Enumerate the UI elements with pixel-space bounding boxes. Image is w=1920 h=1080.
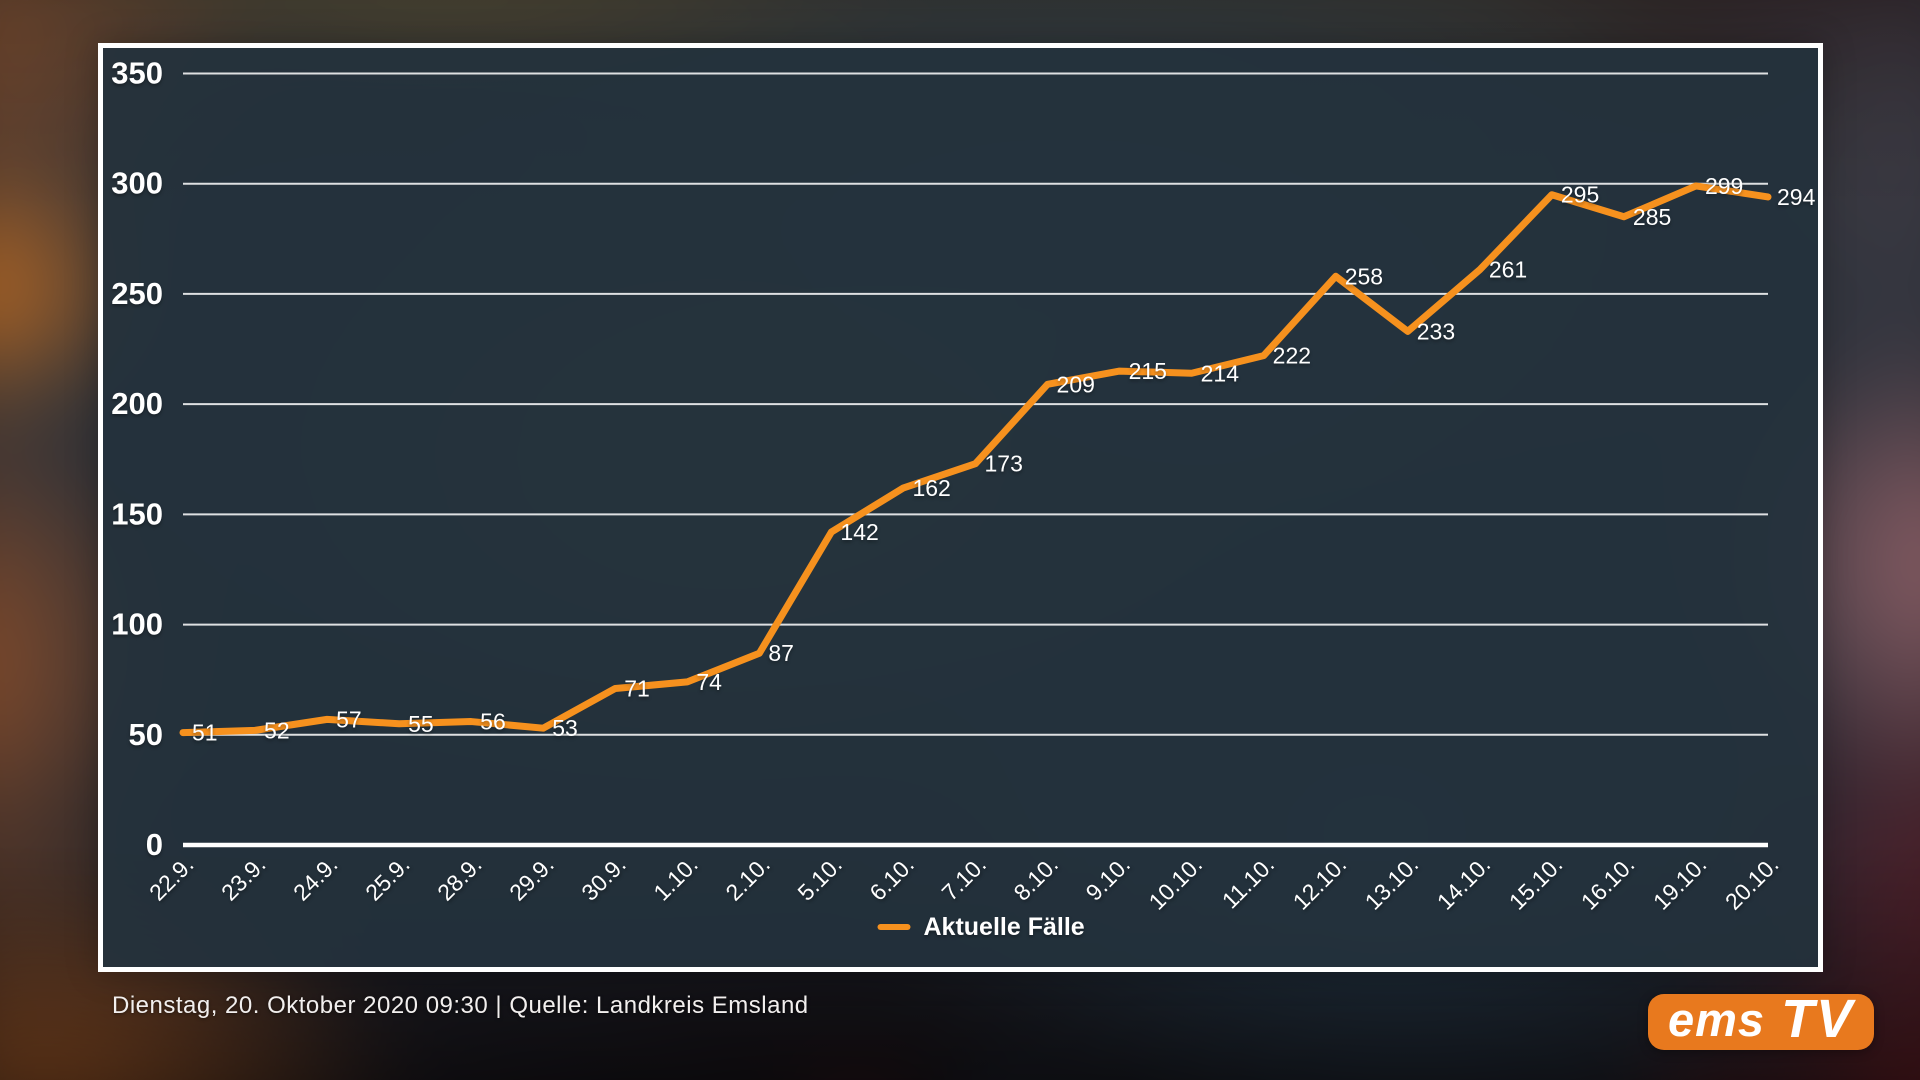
x-tick-label: 29.9. xyxy=(504,851,559,906)
x-tick-label: 13.10. xyxy=(1360,851,1424,915)
data-label: 173 xyxy=(985,451,1023,477)
x-tick-label: 2.10. xyxy=(720,851,775,906)
x-tick-label: 23.9. xyxy=(216,851,271,906)
y-tick-label: 300 xyxy=(111,166,163,201)
data-label: 215 xyxy=(1129,358,1167,384)
x-tick-label: 24.9. xyxy=(288,851,343,906)
x-tick-label: 14.10. xyxy=(1432,851,1496,915)
data-label: 71 xyxy=(624,675,650,701)
x-tick-label: 6.10. xyxy=(864,851,919,906)
data-label: 233 xyxy=(1417,318,1455,344)
data-label: 142 xyxy=(840,519,878,545)
data-label: 222 xyxy=(1273,343,1311,369)
x-tick-label: 8.10. xyxy=(1009,851,1064,906)
x-tick-label: 12.10. xyxy=(1288,851,1352,915)
y-tick-label: 100 xyxy=(111,607,163,642)
x-tick-label: 30.9. xyxy=(576,851,631,906)
x-tick-label: 9.10. xyxy=(1081,851,1136,906)
y-tick-label: 250 xyxy=(111,276,163,311)
data-label: 74 xyxy=(696,669,722,695)
logo-text-ems: ems xyxy=(1668,993,1766,1046)
data-label: 214 xyxy=(1201,360,1240,386)
ems-tv-logo: ems TV xyxy=(1648,989,1875,1050)
x-tick-label: 19.10. xyxy=(1648,851,1712,915)
data-label: 294 xyxy=(1777,184,1816,210)
x-tick-label: 16.10. xyxy=(1576,851,1640,915)
x-tick-label: 10.10. xyxy=(1144,851,1208,915)
data-label: 52 xyxy=(264,717,290,743)
data-label: 162 xyxy=(912,475,950,501)
x-tick-label: 20.10. xyxy=(1720,851,1784,915)
data-label: 51 xyxy=(192,720,218,746)
data-label: 55 xyxy=(408,711,434,737)
x-tick-label: 11.10. xyxy=(1217,851,1279,913)
data-label: 261 xyxy=(1489,257,1527,283)
data-label: 87 xyxy=(768,640,794,666)
data-label: 299 xyxy=(1705,173,1743,199)
data-line xyxy=(179,182,1772,737)
x-tick-label: 1.10. xyxy=(648,851,703,906)
chart-frame: 0 50 100 150 200 250 300 350 22.9. 23.9. 24.9. 25.9… xyxy=(98,43,1823,972)
data-label: 295 xyxy=(1561,182,1599,208)
y-tick-label: 0 xyxy=(146,827,163,862)
x-tick-label: 5.10. xyxy=(792,851,847,906)
x-tick-label: 7.10. xyxy=(936,851,991,906)
data-label: 258 xyxy=(1345,263,1383,289)
y-tick-label: 350 xyxy=(111,56,163,91)
x-tick-label: 28.9. xyxy=(432,851,487,906)
y-tick-label: 150 xyxy=(111,496,163,531)
y-tick-label: 50 xyxy=(129,717,163,752)
legend-label: Aktuelle Fälle xyxy=(924,913,1085,941)
x-tick-label: 15.10. xyxy=(1504,851,1568,915)
data-label: 209 xyxy=(1057,371,1095,397)
timestamp-source-line: Dienstag, 20. Oktober 2020 09:30 | Quell… xyxy=(112,992,809,1019)
logo-text-tv: TV xyxy=(1781,989,1855,1049)
x-tick-label: 25.9. xyxy=(360,851,415,906)
data-label: 56 xyxy=(480,709,506,735)
data-label: 285 xyxy=(1633,204,1671,230)
data-label: 57 xyxy=(336,706,362,732)
y-tick-label: 200 xyxy=(111,386,163,421)
data-label: 53 xyxy=(552,715,578,741)
